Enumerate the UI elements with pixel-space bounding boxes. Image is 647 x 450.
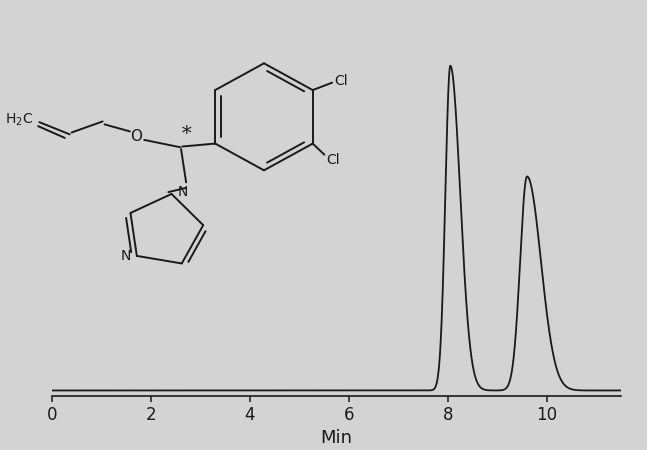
Text: *: * (181, 126, 191, 144)
Text: N: N (177, 185, 188, 199)
Text: Cl: Cl (326, 153, 340, 167)
Text: H$_2$C: H$_2$C (5, 112, 33, 128)
Text: N: N (120, 249, 131, 263)
X-axis label: Min: Min (320, 428, 353, 446)
Text: O: O (129, 129, 142, 144)
Text: Cl: Cl (334, 74, 347, 88)
